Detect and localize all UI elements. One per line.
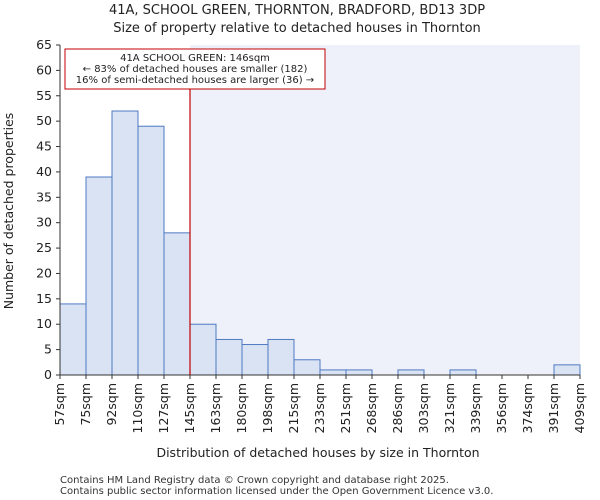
shaded-region-above-property	[190, 45, 580, 375]
x-tick-label: 233sqm	[312, 383, 327, 433]
y-tick-label: 0	[44, 367, 52, 382]
x-tick-label: 409sqm	[572, 383, 587, 433]
y-tick-label: 55	[36, 88, 52, 103]
x-tick-label: 215sqm	[286, 383, 301, 433]
x-tick-label: 198sqm	[260, 383, 275, 433]
footer-line-2: Contains public sector information licen…	[60, 486, 493, 497]
histogram-bar	[553, 364, 581, 376]
histogram-bar	[293, 359, 321, 376]
y-tick-label: 40	[36, 164, 52, 179]
histogram-bar	[163, 232, 191, 376]
footer-line-1: Contains HM Land Registry data © Crown c…	[60, 475, 449, 486]
histogram-bar	[319, 369, 347, 376]
x-tick-label: 92sqm	[104, 383, 119, 426]
annotation-line-1: 41A SCHOOL GREEN: 146sqm	[120, 53, 270, 64]
chart-subtitle: Size of property relative to detached ho…	[113, 21, 481, 36]
y-tick-label: 25	[36, 240, 52, 255]
x-tick-label: 321sqm	[442, 383, 457, 433]
x-tick-label: 110sqm	[130, 383, 145, 433]
histogram-bar	[449, 369, 477, 376]
histogram-bar	[189, 323, 217, 376]
histogram-bar	[241, 344, 269, 376]
x-tick-label: 391sqm	[546, 383, 561, 433]
x-tick-label: 180sqm	[234, 383, 249, 433]
y-tick-label: 50	[36, 113, 52, 128]
histogram-bar	[137, 125, 165, 376]
y-axis-label: Number of detached properties	[1, 113, 16, 310]
x-tick-label: 356sqm	[494, 383, 509, 433]
x-tick-label: 251sqm	[338, 383, 353, 433]
x-tick-label: 339sqm	[468, 383, 483, 433]
y-tick-label: 60	[36, 62, 52, 77]
chart-title: 41A, SCHOOL GREEN, THORNTON, BRADFORD, B…	[109, 3, 485, 18]
x-tick-label: 163sqm	[208, 383, 223, 433]
y-tick-label: 5	[44, 342, 52, 357]
histogram-bar	[85, 176, 113, 376]
histogram-bar	[59, 303, 87, 376]
histogram-bar	[267, 338, 295, 376]
y-tick-label: 45	[36, 139, 52, 154]
x-tick-label: 268sqm	[364, 383, 379, 433]
x-axis-label: Distribution of detached houses by size …	[156, 445, 479, 460]
y-tick-label: 35	[36, 189, 52, 204]
histogram-bar	[215, 338, 243, 376]
annotation-line-3: 16% of semi-detached houses are larger (…	[76, 75, 314, 86]
annotation-line-2: ← 83% of detached houses are smaller (18…	[83, 64, 308, 75]
y-tick-label: 15	[36, 291, 52, 306]
annotation-box: 41A SCHOOL GREEN: 146sqm ← 83% of detach…	[64, 48, 326, 90]
histogram-bar	[345, 369, 373, 376]
x-tick-label: 75sqm	[78, 383, 93, 426]
x-tick-label: 303sqm	[416, 383, 431, 433]
histogram-bar	[111, 110, 139, 376]
x-tick-label: 57sqm	[52, 383, 67, 426]
y-tick-label: 10	[36, 316, 52, 331]
y-tick-label: 65	[36, 37, 52, 52]
y-tick-label: 20	[36, 265, 52, 280]
y-tick-label: 30	[36, 215, 52, 230]
x-tick-label: 286sqm	[390, 383, 405, 433]
x-tick-label: 127sqm	[156, 383, 171, 433]
x-tick-label: 145sqm	[182, 383, 197, 433]
histogram-bar	[397, 369, 425, 376]
x-tick-label: 374sqm	[520, 383, 535, 433]
